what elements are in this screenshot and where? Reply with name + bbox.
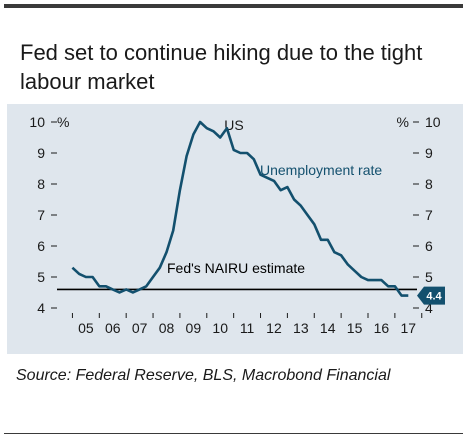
chart-title: Fed set to continue hiking due to the ti…: [20, 40, 423, 94]
x-tick-label: 13: [293, 320, 309, 336]
y-tick-label-left: 6: [37, 238, 45, 254]
y-tick-label-right: 5: [425, 269, 433, 285]
y-tick-label-right: 8: [425, 176, 433, 192]
y-tick-label-right: 10: [425, 114, 441, 130]
nairu-label: Fed's NAIRU estimate: [167, 260, 305, 276]
y-tick-label-right: 6: [425, 238, 433, 254]
y-tick-label-right: 9: [425, 145, 433, 161]
chart-panel: US Unemployment rate Fed's NAIRU estimat…: [7, 104, 463, 354]
series-label: Unemployment rate: [260, 162, 382, 178]
y-tick-label-right: 4: [425, 300, 433, 316]
y-tick-label-left: 10: [29, 114, 45, 130]
x-tick-label: 09: [186, 320, 202, 336]
x-tick-label: 06: [105, 320, 121, 336]
y-tick-label-left: 5: [37, 269, 45, 285]
last-value-callout: [417, 286, 445, 305]
y-tick-label-left: 8: [37, 176, 45, 192]
y-tick-label-left: 9: [37, 145, 45, 161]
x-tick-label: 12: [266, 320, 282, 336]
x-tick-label: 11: [240, 320, 255, 336]
x-tick-label: 14: [320, 320, 336, 336]
source-note: Source: Federal Reserve, BLS, Macrobond …: [16, 367, 391, 384]
x-tick-label: 16: [374, 320, 390, 336]
y-tick-label-left: 4: [37, 300, 45, 316]
x-tick-label: 08: [159, 320, 175, 336]
y-tick-label-left: 7: [37, 207, 45, 223]
y-unit-right: %: [397, 114, 409, 130]
unemployment-series-line: [71, 120, 409, 297]
y-unit-left: %: [57, 114, 69, 130]
country-label: US: [224, 117, 243, 133]
x-tick-label: 17: [401, 320, 417, 336]
x-tick-label: 07: [132, 320, 148, 336]
line-chart: US Unemployment rate Fed's NAIRU estimat…: [29, 114, 445, 336]
x-tick-label: 15: [347, 320, 363, 336]
y-tick-label-right: 7: [425, 207, 433, 223]
x-tick-label: 05: [78, 320, 94, 336]
last-value-label: 4.4: [426, 291, 442, 303]
x-tick-label: 10: [212, 320, 228, 336]
